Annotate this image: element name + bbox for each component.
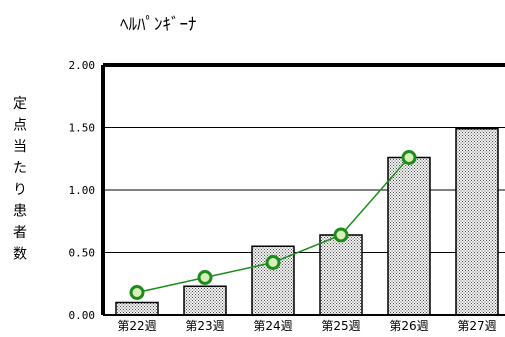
y-tick-label: 1.50 [69, 122, 96, 135]
y-tick-label: 1.00 [69, 184, 96, 197]
x-category-label: 第23週 [185, 319, 224, 333]
x-axis-categories: 第22週 第23週 第24週 第25週 第26週 第27週 [117, 319, 496, 333]
axes [101, 63, 505, 316]
x-category-label: 第22週 [117, 319, 156, 333]
x-category-label: 第24週 [253, 319, 292, 333]
y-axis-label-char: 定 [13, 96, 27, 112]
series-point [197, 270, 213, 285]
y-tick-label: 0.00 [69, 309, 96, 322]
trend-line [129, 150, 417, 300]
y-axis-label-char: 者 [13, 225, 27, 241]
series-point [401, 150, 417, 165]
y-axis-label-char: 患 [13, 204, 27, 220]
y-axis-label-char: た [13, 161, 27, 177]
x-category-label: 第27週 [457, 319, 496, 333]
y-tick-label: 0.50 [69, 247, 96, 260]
x-category-label: 第26週 [389, 319, 428, 333]
y-axis-ticks: 0.00 0.50 1.00 1.50 2.00 [69, 59, 96, 322]
gridlines [103, 64, 505, 316]
series-point [333, 227, 349, 243]
y-tick-label: 2.00 [69, 59, 96, 72]
bars [115, 128, 499, 316]
series-point [265, 255, 281, 270]
y-axis-label-char: 数 [13, 247, 27, 263]
series-point [129, 285, 145, 300]
bar [455, 128, 499, 316]
x-category-label: 第25週 [321, 319, 360, 333]
bar [387, 156, 431, 316]
bar [319, 234, 363, 316]
chart-title: ﾍﾙﾊﾟﾝｷﾞｰﾅ [120, 15, 197, 35]
y-axis-label-char: 当 [13, 139, 27, 155]
y-axis-label-char: り [13, 182, 27, 198]
bar [115, 301, 159, 316]
bar [183, 285, 227, 316]
y-axis-label-char: 点 [13, 118, 27, 134]
